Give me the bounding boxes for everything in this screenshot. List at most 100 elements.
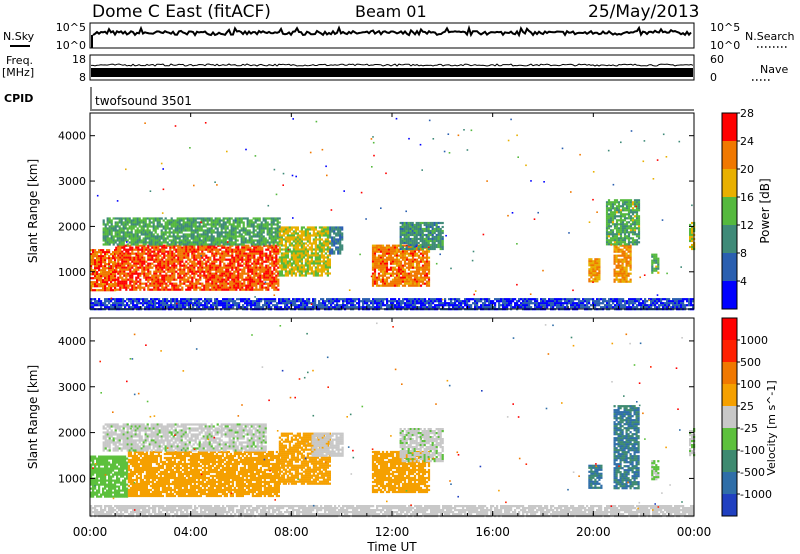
power-heatmap-cell	[173, 276, 176, 279]
power-heatmap-cell	[162, 306, 165, 309]
power-heatmap-cell	[136, 227, 139, 230]
power-heatmap-cell	[133, 262, 136, 265]
power-heatmap-cell	[128, 217, 131, 220]
power-heatmap-cell	[413, 231, 416, 235]
power-heatmap-cell	[413, 247, 416, 251]
power-heatmap-cell	[341, 236, 344, 239]
power-heatmap-cell	[264, 227, 267, 230]
power-heatmap-cell	[153, 258, 156, 261]
power-heatmap-cell	[280, 244, 283, 247]
power-heatmap-cell	[385, 278, 389, 281]
power-heatmap-cell	[186, 233, 189, 236]
power-heatmap-cell	[635, 243, 639, 246]
power-heatmap-cell	[125, 252, 128, 255]
power-heatmap-cell	[419, 237, 422, 241]
power-heatmap-cell	[288, 236, 291, 239]
power-heatmap-cell	[234, 225, 237, 228]
power-heatmap-cell	[248, 219, 251, 222]
power-heatmap-cell	[140, 239, 143, 242]
power-heatmap-cell	[429, 245, 432, 249]
power-heatmap-cell	[164, 298, 167, 301]
power-heatmap-cell	[265, 248, 268, 251]
power-heatmap-cell	[106, 219, 109, 222]
power-heatmap-cell	[240, 243, 243, 246]
power-heatmap-cell	[419, 225, 422, 229]
power-heatmap-cell	[173, 246, 176, 249]
power-heatmap-cell	[594, 274, 597, 277]
power-heatmap-cell	[399, 264, 403, 267]
power-heatmap-cell	[205, 286, 208, 289]
power-heatmap-cell	[296, 266, 299, 269]
power-heatmap-cell	[308, 234, 311, 237]
power-heatmap-cell	[235, 268, 238, 271]
power-heatmap-cell	[157, 268, 160, 271]
power-heatmap-cell	[629, 227, 633, 230]
power-heatmap-cell	[373, 280, 377, 283]
power-heatmap-cell	[215, 254, 218, 257]
power-heatmap-cell	[208, 239, 211, 242]
power-heatmap-cell	[613, 270, 616, 273]
power-heatmap-cell	[339, 234, 342, 237]
power-heatmap-cell	[621, 254, 624, 257]
power-heatmap-cell	[92, 298, 95, 301]
power-heatmap-cell	[306, 262, 309, 265]
power-heatmap-cell	[411, 280, 415, 283]
power-heatmap-cell	[256, 231, 259, 234]
power-heatmap-cell	[217, 280, 220, 283]
power-heatmap-cell	[164, 227, 167, 230]
power-heatmap-cell	[617, 280, 620, 283]
power-heatmap-cell	[621, 262, 624, 265]
power-heatmap-cell	[96, 283, 99, 286]
power-heatmap-cell	[90, 253, 93, 256]
power-heatmap-cell	[310, 268, 313, 271]
power-heatmap-cell	[405, 227, 408, 231]
power-heatmap-cell	[115, 248, 118, 251]
power-heatmap-cell	[621, 223, 625, 226]
power-heatmap-cell	[92, 253, 95, 256]
power-heatmap-cell	[205, 256, 208, 259]
power-heatmap-cell	[108, 255, 111, 258]
power-heatmap-cell	[302, 238, 305, 241]
power-heatmap-cell	[308, 238, 311, 241]
power-heatmap-cell	[161, 258, 164, 261]
power-heatmap-cell	[249, 270, 252, 273]
power-heatmap-cell	[427, 282, 431, 285]
power-heatmap-cell	[275, 252, 278, 255]
power-heatmap-cell	[615, 235, 619, 238]
power-heatmap-cell	[156, 235, 159, 238]
power-heatmap-cell	[127, 250, 130, 253]
power-heatmap-cell	[254, 235, 257, 238]
power-heatmap-cell	[627, 207, 631, 210]
power-heatmap-cell	[393, 244, 397, 247]
power-heatmap-cell	[165, 272, 168, 275]
power-heatmap-cell	[609, 229, 613, 232]
power-heatmap-cell	[197, 260, 200, 263]
power-heatmap-cell	[613, 244, 616, 247]
power-heatmap-cell	[141, 248, 144, 251]
power-heatmap-cell	[173, 260, 176, 263]
power-heatmap-cell	[257, 258, 260, 261]
power-heatmap-cell	[145, 264, 148, 267]
power-heatmap-cell	[409, 278, 413, 281]
power-heatmap-cell	[138, 241, 141, 244]
power-heatmap-cell	[102, 227, 105, 230]
power-heatmap-cell	[252, 223, 255, 226]
power-heatmap-cell	[181, 276, 184, 279]
power-heatmap-cell	[121, 250, 124, 253]
power-heatmap-cell	[605, 237, 609, 240]
power-heatmap-cell	[218, 223, 221, 226]
power-heatmap-cell	[609, 201, 613, 204]
power-heatmap-cell	[223, 282, 226, 285]
power-heatmap-cell	[154, 298, 157, 301]
power-heatmap-cell	[171, 276, 174, 279]
power-heatmap-cell	[415, 239, 418, 243]
power-heatmap-cell	[237, 266, 240, 269]
power-heatmap-cell	[248, 231, 251, 234]
power-heatmap-cell	[271, 256, 274, 259]
power-heatmap-cell	[114, 298, 117, 301]
power-heatmap-cell	[207, 250, 210, 253]
power-heatmap-cell	[90, 302, 93, 305]
power-heatmap-cell	[163, 276, 166, 279]
power-heatmap-cell	[260, 221, 263, 224]
power-heatmap-cell	[255, 270, 258, 273]
